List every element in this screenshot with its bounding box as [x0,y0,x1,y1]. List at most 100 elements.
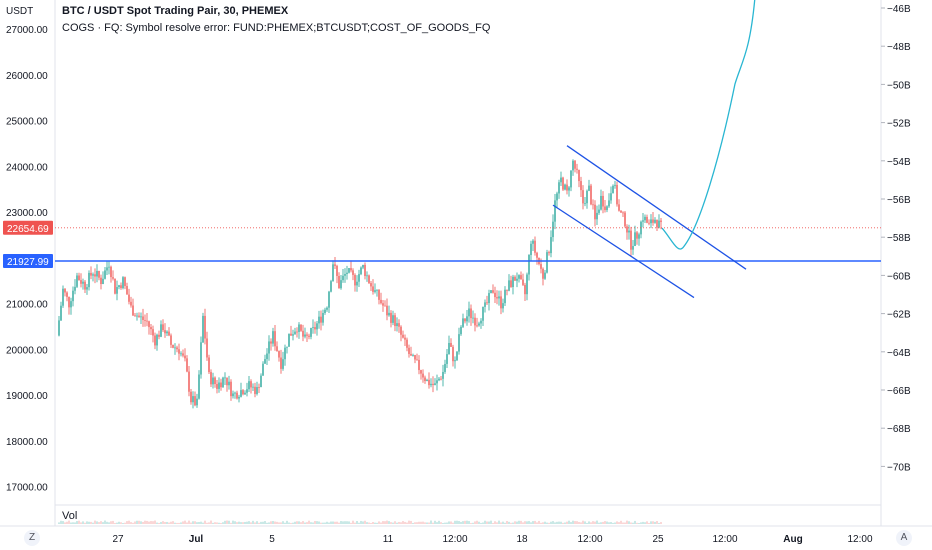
volume-bar [534,520,536,524]
candle-body [246,389,248,393]
candle-body [362,264,364,268]
volume-bar [306,522,308,524]
channel-upper-line[interactable] [566,145,747,270]
candle-body [348,268,350,273]
volume-bar [290,522,292,524]
volume-bar [556,521,558,524]
time-tick-label: Jul [189,534,204,545]
volume-bar [578,521,580,524]
right-value-axis[interactable]: −46B −48B −50B −52B −54B −56B −58B −60B −62B −64B… [881,4,911,473]
volume-bar [58,522,60,524]
candle-body [326,307,328,310]
candle-body [652,219,654,223]
volume-bar [498,520,500,524]
candle-body [428,379,430,386]
candle-body [140,316,142,318]
volume-bar [72,522,74,524]
volume-bar [360,520,362,524]
volume-bar [104,520,106,524]
candle-body [128,294,130,302]
volume-bar [240,522,242,524]
volume-bar [294,521,296,524]
volume-bar [378,521,380,524]
user-drawings[interactable] [55,0,881,299]
volume-bar [462,521,464,524]
volume-bar [468,521,470,524]
candle-body [582,190,584,204]
candle-body [432,383,434,385]
candle-body [564,184,566,190]
time-tick-label: 12:00 [847,534,872,545]
volume-bar [508,521,510,524]
candle-body [622,212,624,214]
volume-bar [234,521,236,524]
plot-area[interactable] [55,0,881,526]
candle-body [368,275,370,284]
candle-body [234,392,236,394]
candle-body [588,185,590,191]
candle-body [418,359,420,371]
volume-bar [656,521,658,524]
left-tick-label: 20000.00 [6,345,48,356]
candle-body [592,204,594,206]
candle-body [600,195,602,210]
candle-body [312,327,314,328]
volume-bar [272,521,274,524]
volume-bar [82,521,84,524]
volume-bar [60,520,62,524]
candle-body [628,230,630,233]
volume-bar [156,522,158,524]
time-axis[interactable]: 27 Jul 5 11 12:00 18 12:00 25 12:00 Aug 12:00 [112,534,873,545]
volume-bar [268,522,270,524]
candle-body [442,371,444,379]
auto-scale-icon[interactable]: A [896,530,912,546]
candle-body [102,278,104,285]
volume-bar [114,522,116,524]
candle-body [452,346,454,362]
volume-bar [172,521,174,524]
volume-bar [414,522,416,524]
volume-bar [640,522,642,524]
candle-body [406,339,408,348]
candle-body [76,275,78,287]
candle-body [536,252,538,258]
volume-bar [422,521,424,524]
volume-bar [350,522,352,524]
candle-body [384,305,386,307]
channel-lower-line[interactable] [552,204,695,299]
candle-body [192,396,194,403]
volume-bar [338,522,340,524]
right-tick-label: −50B [887,80,911,91]
chart-title[interactable]: BTC / USDT Spot Trading Pair, 30, PHEMEX [62,5,289,17]
volume-bar [536,522,538,524]
volume-bar [340,521,342,524]
candle-body [188,371,190,392]
candle-body [350,268,352,271]
candle-body [604,206,606,211]
volume-bar [426,522,428,524]
candle-body [374,290,376,292]
left-tick-label: 24000.00 [6,162,48,173]
volume-bar [142,521,144,524]
candle-body [182,353,184,356]
timezone-toggle-icon[interactable]: Z [24,530,40,546]
volume-bar [314,520,316,524]
volume-bar [228,520,230,524]
candle-body [470,308,472,319]
candle-body [460,326,462,335]
volume-bar [456,520,458,524]
candle-body [64,288,66,293]
volume-bar [510,522,512,524]
volume-bar [464,520,466,524]
projection-path[interactable] [661,0,756,250]
volume-bar [90,521,92,524]
volume-bar [632,522,634,524]
volume-bar [514,521,516,524]
volume-bar [460,521,462,524]
candle-body [508,280,510,291]
candle-body [176,347,178,350]
volume-bar [224,520,226,524]
candle-body [230,381,232,397]
candle-body [632,246,634,250]
